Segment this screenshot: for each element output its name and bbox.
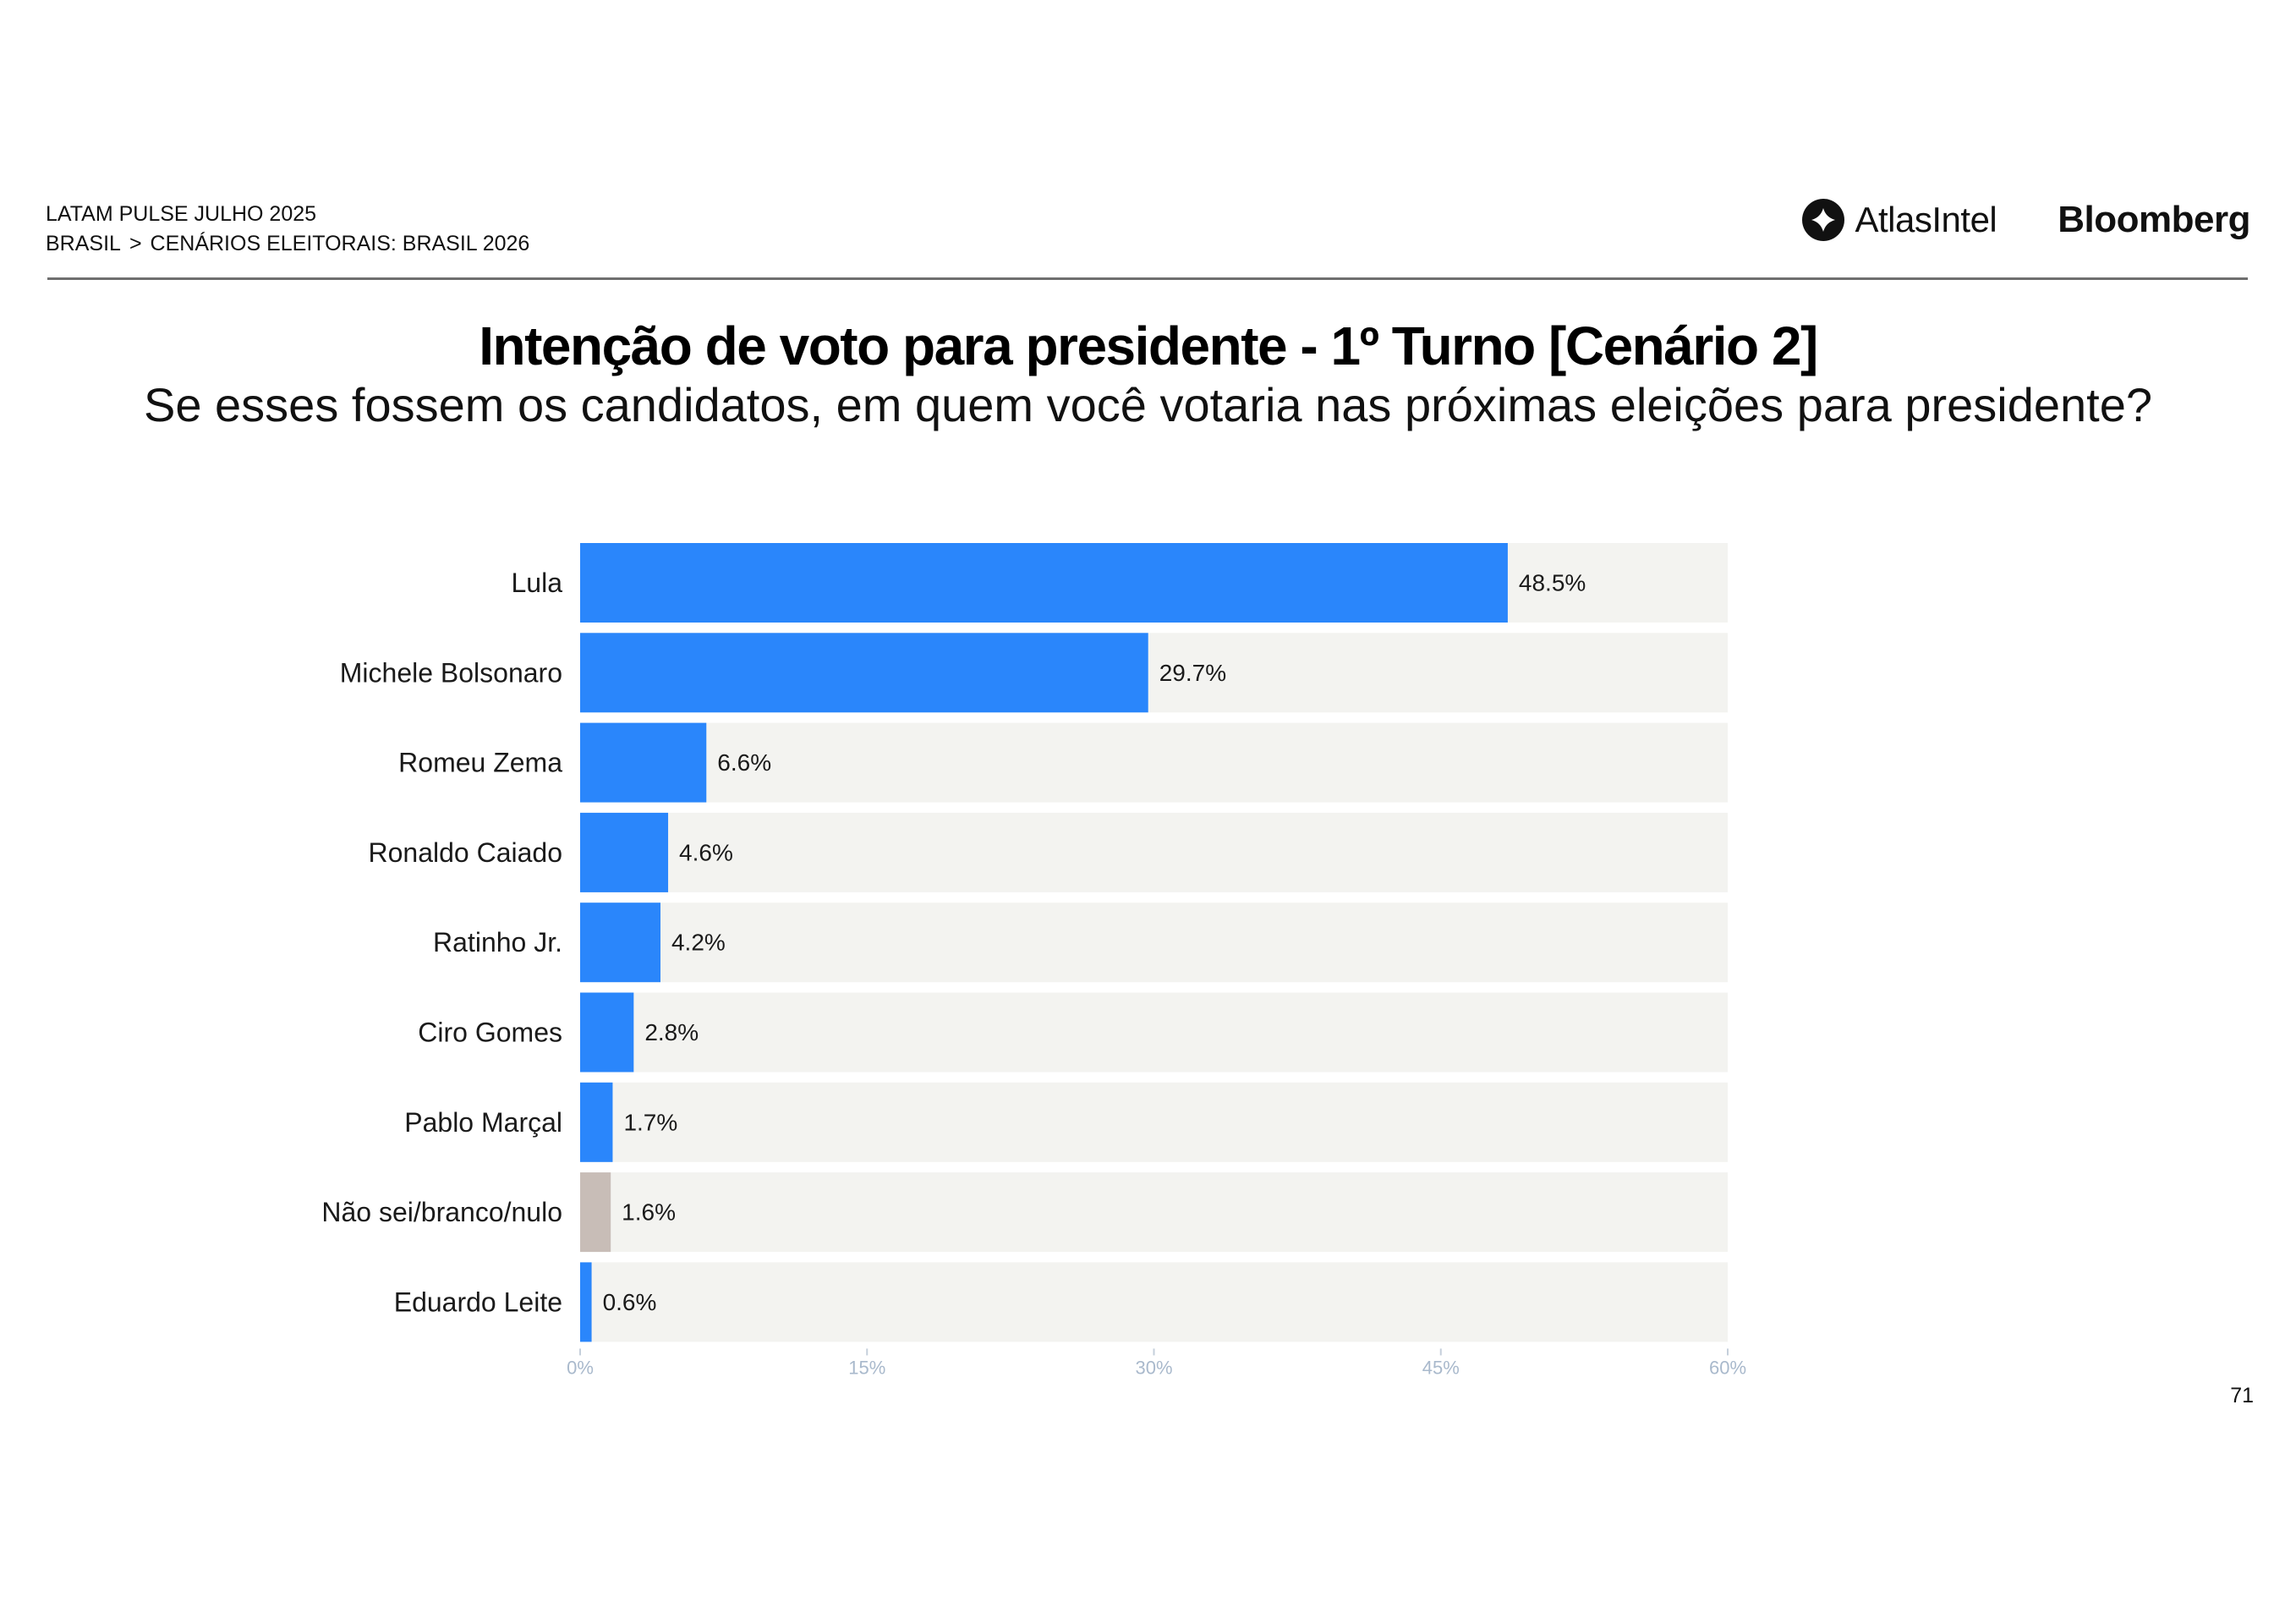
breadcrumb-item-country[interactable]: BRASIL xyxy=(46,232,121,255)
category-label: Romeu Zema xyxy=(398,748,562,778)
breadcrumb: BRASIL > CENÁRIOS ELEITORAIS: BRASIL 2026 xyxy=(46,229,529,259)
data-label: 2.8% xyxy=(644,1019,699,1045)
data-label: 6.6% xyxy=(717,749,771,776)
breadcrumb-separator: > xyxy=(129,232,142,255)
x-tick-label: 60% xyxy=(1709,1357,1746,1378)
bar-track xyxy=(580,903,1728,983)
atlasintel-wordmark: AtlasIntel xyxy=(1855,200,1997,239)
bar xyxy=(580,903,660,983)
report-name: LATAM PULSE JULHO 2025 xyxy=(46,202,317,226)
bar xyxy=(580,633,1148,713)
atlasintel-mark-icon xyxy=(1801,199,1844,241)
category-label: Ciro Gomes xyxy=(418,1018,562,1048)
report-header: LATAM PULSE JULHO 2025 BRASIL > CENÁRIOS E… xyxy=(46,200,529,259)
x-tick-label: 0% xyxy=(567,1357,594,1378)
bar xyxy=(580,1082,613,1162)
bar xyxy=(580,543,1508,623)
data-label: 48.5% xyxy=(1519,570,1586,596)
bloomberg-logo: Bloomberg xyxy=(2058,199,2250,240)
breadcrumb-item-section[interactable]: CENÁRIOS ELEITORAIS: BRASIL 2026 xyxy=(150,232,530,255)
atlasintel-logo: AtlasIntel xyxy=(1800,196,1997,244)
bar xyxy=(580,1172,611,1253)
category-label: Michele Bolsonaro xyxy=(340,657,562,688)
category-label: Não sei/branco/nulo xyxy=(321,1197,562,1227)
bar-track xyxy=(580,992,1728,1073)
bar xyxy=(580,992,634,1073)
data-label: 4.6% xyxy=(679,839,733,865)
category-label: Eduardo Leite xyxy=(394,1287,562,1317)
bar-track xyxy=(580,812,1728,892)
bar-track xyxy=(580,722,1728,803)
header-divider xyxy=(47,277,2248,280)
data-label: 1.7% xyxy=(623,1109,677,1135)
chart-subtitle: Se esses fossem os candidatos, em quem v… xyxy=(143,378,2153,431)
category-label: Ratinho Jr. xyxy=(433,927,562,957)
bar xyxy=(580,1262,592,1342)
x-tick-label: 15% xyxy=(848,1357,885,1378)
x-tick-label: 30% xyxy=(1135,1357,1172,1378)
chart-title: Intenção de voto para presidente - 1º Tu… xyxy=(479,315,1818,376)
data-label: 1.6% xyxy=(622,1199,676,1226)
bar-track xyxy=(580,1262,1728,1342)
data-label: 4.2% xyxy=(671,930,726,956)
data-label: 0.6% xyxy=(603,1289,657,1315)
category-label: Pablo Marçal xyxy=(404,1107,562,1138)
bar xyxy=(580,812,669,892)
data-label: 29.7% xyxy=(1159,660,1226,686)
bar-track xyxy=(580,1082,1728,1162)
bar-track xyxy=(580,1172,1728,1253)
bar xyxy=(580,722,707,803)
page-number: 71 xyxy=(2230,1384,2254,1407)
category-label: Ronaldo Caiado xyxy=(369,837,563,868)
logo-bar: AtlasIntel Bloomberg xyxy=(1800,196,2250,244)
category-label: Lula xyxy=(512,568,563,598)
x-tick-label: 45% xyxy=(1422,1357,1460,1378)
